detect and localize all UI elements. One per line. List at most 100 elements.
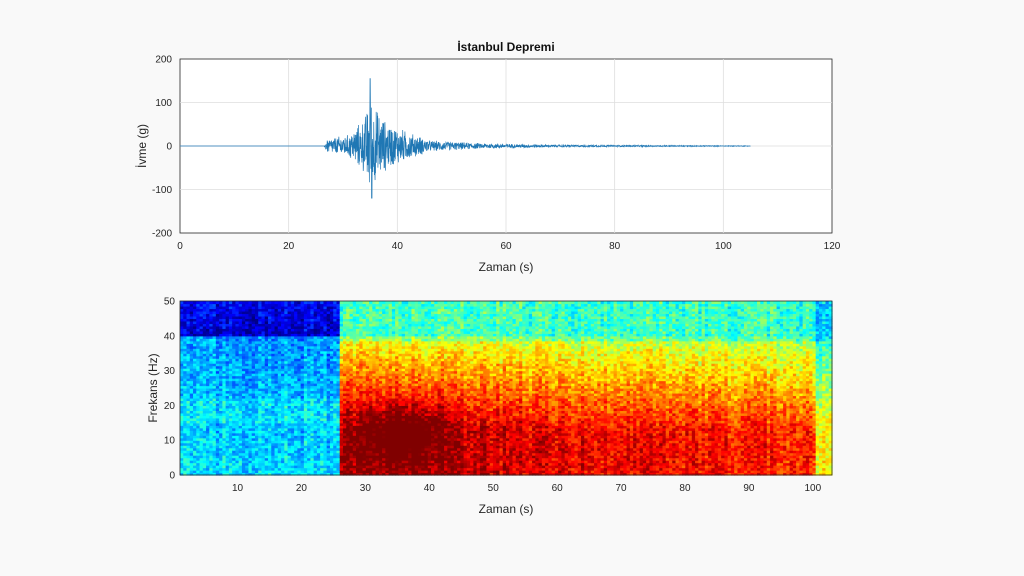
spectrogram-cell (300, 407, 305, 411)
spectrogram-cell (219, 400, 223, 404)
spectrogram-cell (320, 323, 325, 327)
spectrogram-cell (326, 447, 331, 451)
spectrogram-cell (189, 417, 194, 421)
spectrogram-cell (290, 420, 295, 424)
spectrogram-cell (251, 400, 256, 404)
spectrogram-cell (303, 315, 308, 319)
spectrogram-cell (320, 420, 325, 424)
spectrogram-cell (277, 450, 282, 454)
spectrogram-cell (277, 323, 282, 327)
spectrogram-cell (271, 375, 276, 379)
spectrogram-cell (219, 380, 223, 384)
spectrogram-cell (199, 368, 204, 372)
spectrogram-cell (206, 415, 210, 419)
spectrogram-cell (222, 432, 227, 436)
spectrogram-cell (219, 301, 223, 305)
spectrogram-cell (206, 450, 210, 454)
spectrogram-cell (196, 308, 201, 312)
spectrogram-cell (245, 472, 250, 476)
spectrogram-cell (219, 405, 223, 409)
spectrogram-cell (183, 455, 188, 459)
spectrogram-cell (287, 380, 292, 384)
spectrogram-cell (254, 373, 259, 377)
spectrogram-cell (186, 435, 191, 439)
spectrogram-cell (316, 460, 321, 464)
spectrogram-cell (202, 388, 207, 392)
spectrogram-cell (238, 392, 243, 397)
spectrogram-cell (202, 442, 207, 446)
spectrogram-cell (238, 355, 243, 359)
spectrogram-cell (219, 335, 223, 339)
spectrogram-cell (183, 378, 188, 382)
spectrogram-cell (277, 407, 282, 411)
spectrogram-cell (294, 363, 298, 367)
spectrogram-cell (297, 365, 302, 369)
spectrogram-cell (297, 388, 302, 392)
spectrogram-cell (329, 355, 334, 359)
spectrogram-cell (268, 318, 272, 322)
spectrogram-cell (202, 345, 207, 349)
spectrogram-cell (254, 400, 259, 404)
spectrogram-cell (307, 405, 311, 409)
spectrogram-cell (316, 373, 321, 377)
spectrogram-cell (290, 373, 295, 377)
spectrogram-cell (316, 400, 321, 404)
spectrogram-cell (261, 410, 266, 414)
spectrogram-cell (215, 407, 220, 411)
spectrogram-cell (290, 383, 295, 387)
spectrogram-cell (183, 457, 188, 461)
spectrogram-cell (297, 353, 302, 357)
spectrogram-cell (329, 350, 334, 354)
spectrogram-cell (326, 422, 331, 426)
spectrogram-cell (189, 430, 194, 434)
spectrogram-cell (202, 467, 207, 471)
spectrogram-cell (264, 343, 269, 347)
spectrogram-cell (274, 348, 279, 352)
spectrogram-cell (225, 385, 230, 389)
spectrogram-cell (245, 445, 250, 449)
spectrogram-cell (232, 432, 237, 436)
spectrogram-cell (274, 355, 279, 359)
spectrogram-cell (193, 355, 197, 359)
spectrogram-cell (215, 402, 220, 406)
spectrogram-cell (180, 343, 184, 347)
spectrogram-cell (323, 323, 328, 327)
spectrogram-cell (320, 320, 325, 324)
spectrogram-cell (303, 323, 308, 327)
spectrogram-cell (254, 303, 259, 307)
spectrogram-cell (297, 310, 302, 315)
spectrogram-cell (320, 370, 325, 374)
spectrogram-cell (290, 333, 295, 337)
spectrogram-cell (281, 390, 285, 394)
spectrogram-cell (225, 452, 230, 456)
spectrogram-cell (202, 412, 207, 416)
spectrogram-cell (316, 383, 321, 387)
spectrogram-cell (222, 355, 227, 359)
spectrogram-cell (264, 301, 269, 305)
spectrogram-cell (238, 397, 243, 402)
spectrogram-cell (180, 407, 184, 411)
spectrogram-cell (264, 392, 269, 397)
spectrogram-cell (219, 415, 223, 419)
spectrogram-cell (326, 405, 331, 409)
spectrogram-cell (281, 400, 285, 404)
spectrogram-cell (333, 440, 338, 444)
spectrogram-cell (183, 390, 188, 394)
spectrogram-cell (199, 460, 204, 464)
spectrogram-cell (209, 412, 214, 416)
spectrogram-cell (212, 358, 217, 362)
spectrogram-cell (329, 363, 334, 367)
spectrogram-cell (290, 320, 295, 324)
spectrogram-cell (228, 313, 233, 317)
spectrogram-cell (235, 395, 240, 399)
spectrogram-cell (264, 425, 269, 429)
spectrogram-cell (284, 385, 289, 389)
spectrogram-cell (238, 370, 243, 374)
spectrogram-cell (320, 430, 325, 434)
spectrogram-cell (245, 368, 250, 372)
spectrogram-cell (329, 305, 334, 310)
spectrogram-cell (290, 470, 295, 474)
spectrogram-cell (206, 390, 210, 394)
spectrogram-cell (258, 383, 263, 387)
spectrogram-cell (235, 323, 240, 327)
